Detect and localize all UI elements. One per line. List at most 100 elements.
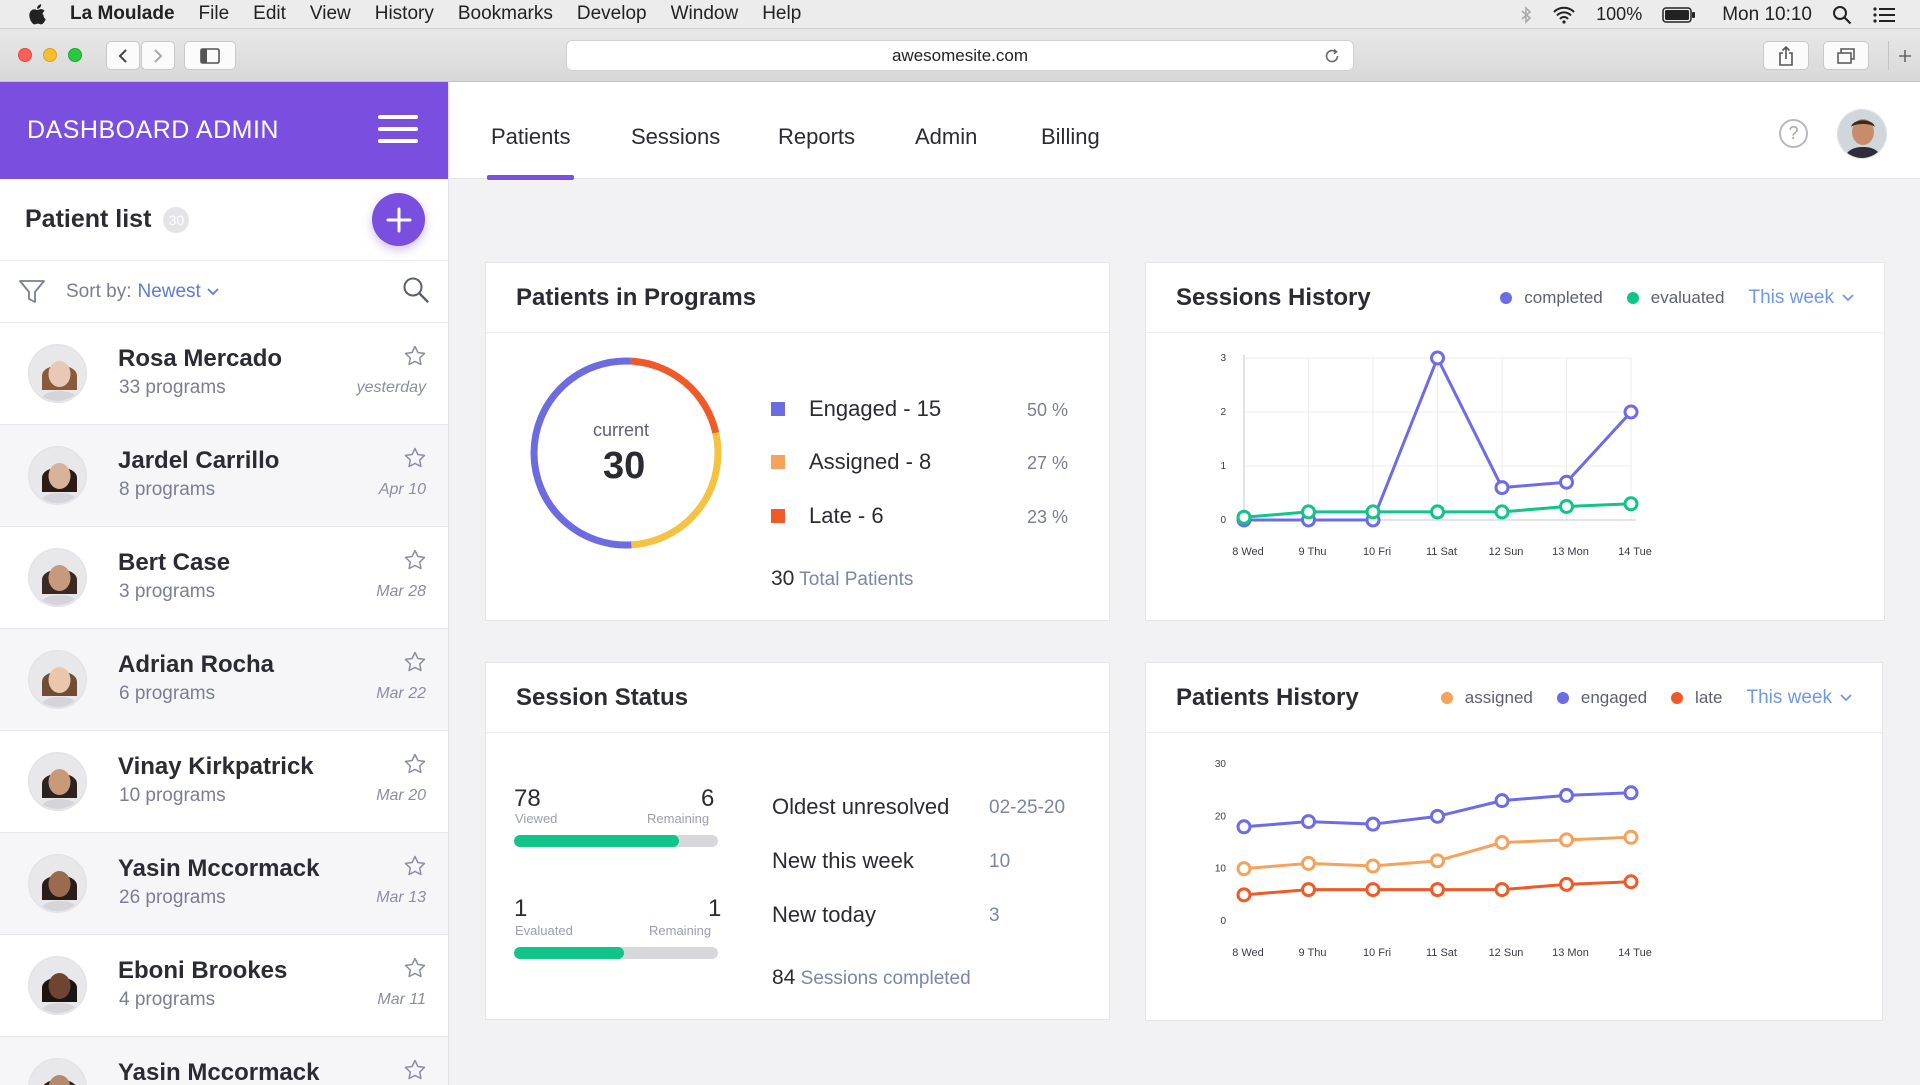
battery-percent: 100% [1596,4,1643,24]
y-tick-label: 0 [1220,515,1226,526]
chevron-down-icon[interactable] [1840,694,1852,702]
minimize-window-button[interactable] [43,48,57,62]
hamburger-menu-icon[interactable] [378,115,418,151]
data-point-assigned [1365,858,1381,874]
viewed-remaining-label: Remaining [647,811,710,826]
x-tick-label: 8 Wed [1232,546,1264,558]
help-button[interactable]: ? [1779,119,1808,148]
star-icon[interactable] [403,752,427,776]
patient-row[interactable]: Yasin Mccormack [0,1037,448,1085]
chevron-down-icon[interactable] [1842,294,1854,302]
star-icon[interactable] [403,1058,427,1082]
clock[interactable]: Mon 10:10 [1722,3,1812,25]
tab-patients[interactable]: Patients [491,124,571,149]
maximize-window-button[interactable] [68,48,82,62]
sidebar-icon [200,47,220,64]
filter-icon[interactable] [18,278,46,306]
reload-icon[interactable] [1323,47,1341,65]
patient-name: Rosa Mercado [118,345,283,372]
chevron-down-icon[interactable] [207,287,219,296]
range-dropdown[interactable]: This week [1746,687,1832,708]
data-point-late [1236,887,1252,903]
data-point-assigned [1494,835,1510,850]
menu-develop[interactable]: Develop [576,3,647,24]
sidebar: DASHBOARD ADMIN Patient list 30 Sort by:… [0,82,449,1085]
star-icon[interactable] [403,344,427,368]
sort-dropdown[interactable]: Newest [137,280,201,302]
forward-button[interactable] [141,41,175,70]
star-icon[interactable] [403,650,427,674]
close-window-button[interactable] [18,48,32,62]
menu-file[interactable]: File [198,3,230,24]
tab-admin[interactable]: Admin [915,124,978,149]
notification-center-icon[interactable] [1872,6,1896,24]
wifi-icon[interactable] [1552,6,1576,24]
top-navigation: Patients Sessions Reports Admin Billing [450,82,1920,179]
avatar [28,752,87,811]
menu-window[interactable]: Window [670,3,739,24]
user-avatar[interactable] [1837,109,1887,159]
total-patients-label: Total Patients [799,569,914,590]
search-icon[interactable] [402,276,430,304]
menu-bookmarks[interactable]: Bookmarks [457,3,553,24]
range-dropdown[interactable]: This week [1748,287,1834,308]
battery-icon[interactable] [1662,6,1696,23]
data-point-assigned [1430,853,1445,869]
patient-row[interactable]: Adrian Rocha 6 programs Mar 22 [0,629,448,731]
menu-view[interactable]: View [309,3,351,24]
tab-reports[interactable]: Reports [778,124,856,149]
patient-row[interactable]: Bert Case 3 programs Mar 28 [0,527,448,629]
data-point-evaluated [1623,496,1639,512]
menu-edit[interactable]: Edit [253,3,286,24]
patient-row[interactable]: Vinay Kirkpatrick 10 programs Mar 20 [0,731,448,833]
star-icon[interactable] [403,548,427,572]
menu-help[interactable]: Help [762,3,802,24]
late-percent: 23 % [1027,507,1069,527]
card-title: Patients in Programs [516,283,757,311]
session-status-card: Session Status 78 Viewed 6 Remaining 1 E… [485,662,1110,1020]
star-icon[interactable] [403,446,427,470]
legend-late: late [1671,688,1722,708]
plus-icon [386,207,411,232]
back-button[interactable] [106,41,140,70]
share-button[interactable] [1763,41,1809,70]
y-tick-label: 10 [1215,864,1227,875]
data-point-completed [1559,474,1574,490]
x-tick-label: 12 Sun [1489,947,1524,959]
legend-assigned: assigned [1440,688,1533,708]
tab-sessions[interactable]: Sessions [631,124,721,149]
donut-slice-late [630,357,720,434]
patient-row[interactable]: Rosa Mercado 33 programs yesterday [0,323,448,425]
spotlight-search-icon[interactable] [1832,5,1852,25]
address-bar[interactable]: awesomesite.com [566,40,1354,71]
menu-app-name[interactable]: La Moulade [70,3,175,24]
tab-billing[interactable]: Billing [1041,124,1100,149]
legend-completed-label: completed [1524,288,1603,307]
sidebar-toggle-button[interactable] [184,41,236,70]
star-icon[interactable] [403,854,427,878]
menu-history[interactable]: History [374,3,434,24]
add-patient-button[interactable] [372,193,425,246]
avatar [28,548,87,607]
patient-row[interactable]: Eboni Brookes 4 programs Mar 11 [0,935,448,1037]
x-tick-label: 10 Fri [1363,546,1391,558]
apple-icon[interactable] [28,3,48,25]
donut-value: 30 [603,445,646,487]
sessions-history-card: Sessions History completed evaluated Thi… [1145,262,1885,621]
legend-engaged-label: engaged [1580,688,1648,707]
patient-row[interactable]: Jardel Carrillo 8 programs Apr 10 [0,425,448,527]
menubar: La Moulade File Edit View History Bookma… [0,0,1920,29]
tabs-overview-button[interactable] [1823,41,1869,70]
user-avatar-image [1838,110,1886,158]
patient-row[interactable]: Yasin Mccormack 26 programs Mar 13 [0,833,448,935]
viewed-count: 78 [514,785,541,812]
x-tick-label: 10 Fri [1363,947,1391,959]
avatar [28,650,87,709]
new-this-week-value: 10 [989,851,1011,872]
new-tab-button[interactable] [1888,41,1920,70]
legend-engaged: engaged [1556,688,1648,708]
bluetooth-icon[interactable] [1520,5,1532,24]
assigned-label: Assigned - 8 [809,449,932,474]
data-point-late [1494,882,1510,898]
star-icon[interactable] [403,956,427,980]
